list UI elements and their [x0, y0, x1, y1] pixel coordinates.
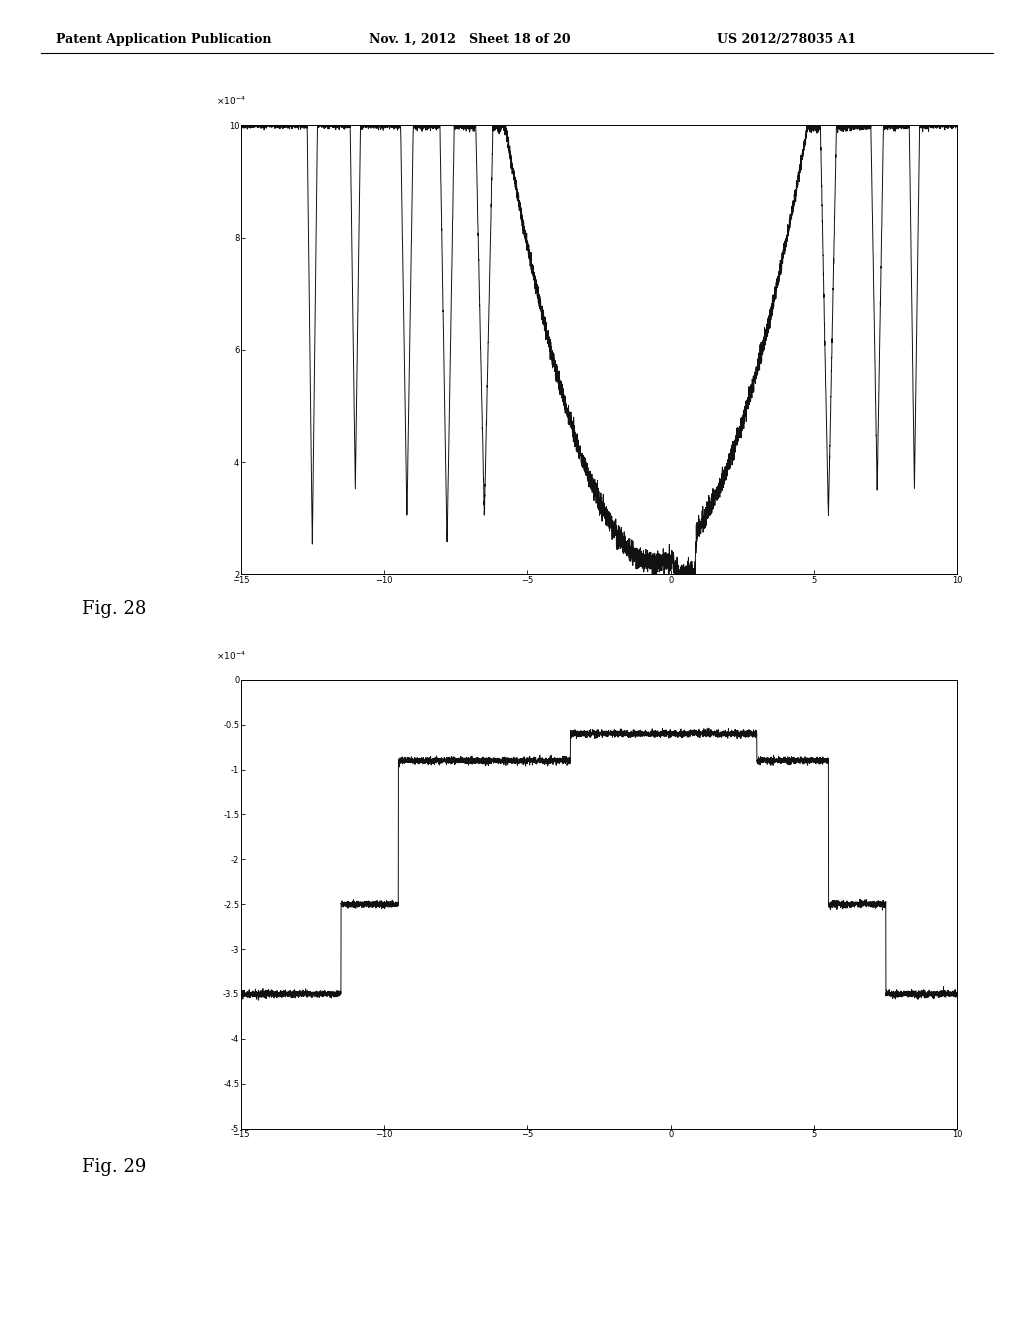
Text: Nov. 1, 2012   Sheet 18 of 20: Nov. 1, 2012 Sheet 18 of 20: [369, 33, 570, 46]
Text: $\times 10^{-4}$: $\times 10^{-4}$: [215, 95, 246, 107]
Text: Fig. 29: Fig. 29: [82, 1158, 146, 1176]
Text: Fig. 28: Fig. 28: [82, 599, 146, 618]
Text: US 2012/278035 A1: US 2012/278035 A1: [717, 33, 856, 46]
Text: Patent Application Publication: Patent Application Publication: [56, 33, 271, 46]
Text: $\times 10^{-4}$: $\times 10^{-4}$: [215, 649, 246, 661]
